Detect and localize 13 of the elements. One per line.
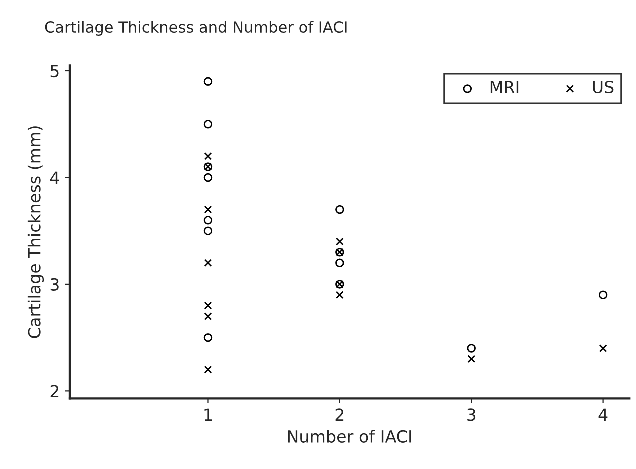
x-axis-title: Number of IACI <box>288 430 412 443</box>
legend-label: US <box>593 80 614 94</box>
legend-label: MRI <box>490 81 519 94</box>
y-tick-label: 2 <box>50 385 59 398</box>
chart-title: Cartilage Thickness and Number of IACI <box>45 21 347 36</box>
x-tick-label: 1 <box>204 408 212 422</box>
y-axis-title: Cartilage Thickness (mm) <box>28 126 44 338</box>
x-tick-label: 2 <box>336 408 344 422</box>
y-tick-label: 3 <box>50 278 59 292</box>
x-tick-label: 3 <box>468 408 476 422</box>
x-tick-label: 4 <box>598 408 608 422</box>
y-tick-label: 5 <box>50 65 59 78</box>
y-tick-label: 4 <box>50 172 60 184</box>
